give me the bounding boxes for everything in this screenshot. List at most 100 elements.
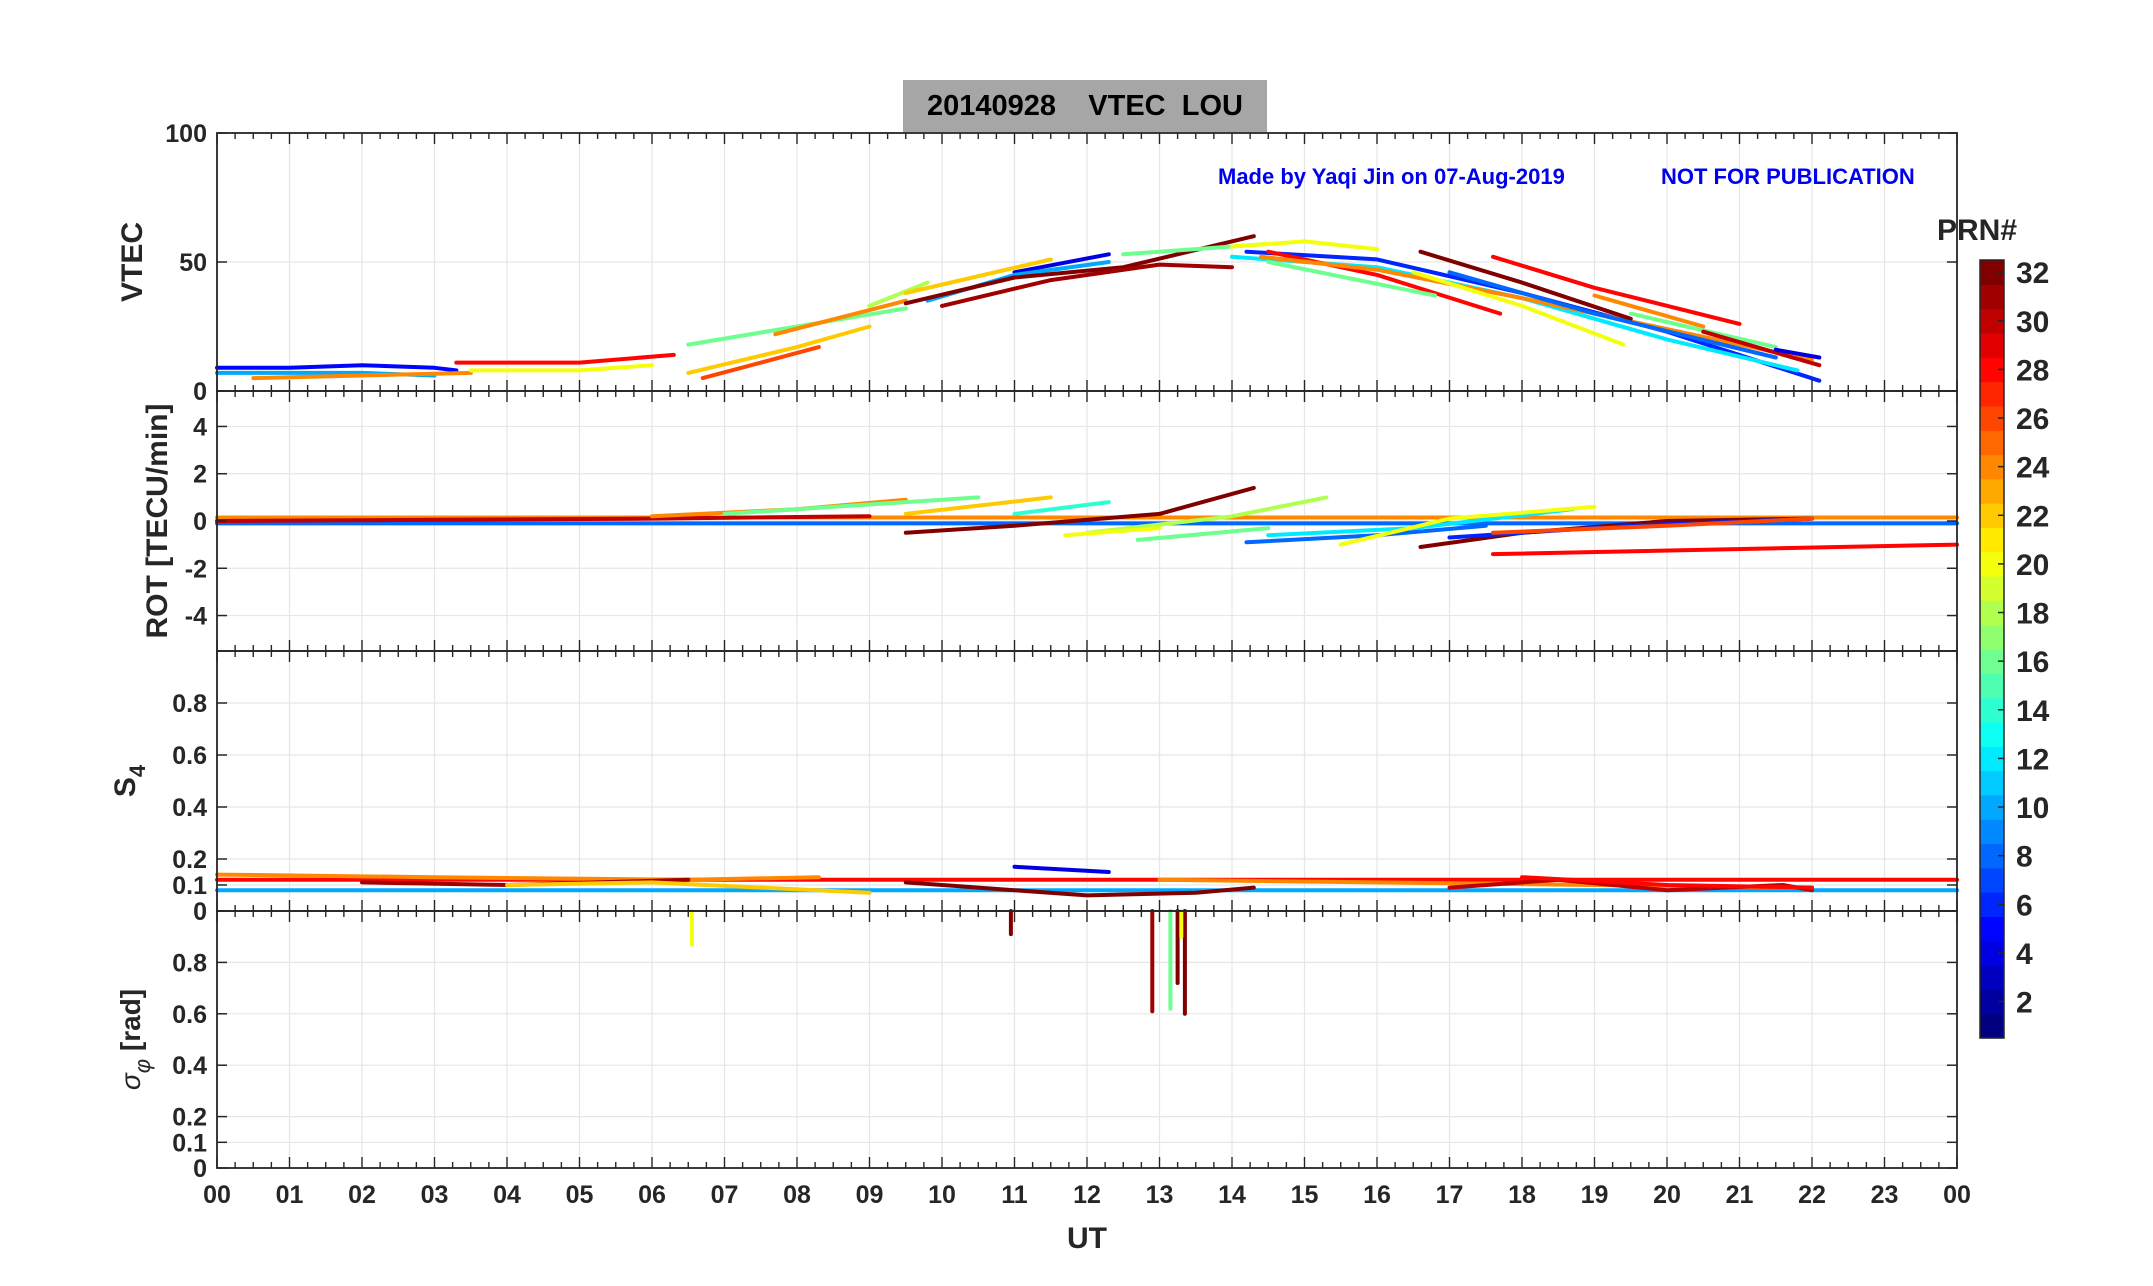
y-axis-label: σφ [rad] <box>115 989 155 1090</box>
colorbar-segment <box>1980 527 2004 553</box>
y-tick-label: 0 <box>193 1155 207 1183</box>
colorbar-segment <box>1980 721 2004 747</box>
series-line-prn-16 <box>686 306 908 347</box>
series-line-prn-22 <box>686 324 872 375</box>
y-tick-label: 0.6 <box>172 1001 207 1029</box>
x-tick-label: 16 <box>1363 1181 1391 1209</box>
colorbar-tick-label: 2 <box>2016 987 2033 1020</box>
colorbar-segment <box>1980 430 2004 456</box>
x-tick-label: 00 <box>203 1181 231 1209</box>
series-line-prn-24 <box>251 370 473 381</box>
x-tick-label: 15 <box>1291 1181 1319 1209</box>
colorbar-frame <box>1979 259 2005 1039</box>
y-tick-label: 0.4 <box>172 794 207 822</box>
y-tick-label: 4 <box>193 413 207 441</box>
x-tick-label: 07 <box>711 1181 739 1209</box>
x-tick-label: 01 <box>276 1181 304 1209</box>
series-line-prn-14 <box>1012 500 1111 516</box>
colorbar-tick-label: 6 <box>2016 889 2033 922</box>
colorbar-segment <box>1980 576 2004 601</box>
colorbar-segment <box>1980 381 2004 407</box>
colorbar-segment <box>1980 1013 2004 1039</box>
series-line-prn-26 <box>1491 516 1814 535</box>
y-tick-label: 0.1 <box>172 872 207 900</box>
colorbar-tick-label: 32 <box>2016 257 2049 290</box>
series-line-prn-5 <box>215 363 459 373</box>
series-line-prn-18 <box>867 280 930 308</box>
x-tick-label: 19 <box>1581 1181 1609 1209</box>
y-tick-label: 0 <box>193 378 207 406</box>
series-line-prn-26 <box>700 345 821 381</box>
y-tick-label: 0.2 <box>172 1104 207 1132</box>
y-tick-label: 0.8 <box>172 949 207 977</box>
series-line-prn-20 <box>468 363 654 373</box>
y-tick-label: 0 <box>193 898 207 926</box>
series-line-prn-4 <box>1012 252 1111 275</box>
colorbar-segment <box>1980 332 2004 358</box>
y-tick-label: 2 <box>193 461 207 489</box>
series-line-prn-28 <box>1266 249 1503 316</box>
colorbar-tick-label: 18 <box>2016 598 2049 631</box>
series-line-prn-28 <box>1491 254 1742 326</box>
series-line-prn-4 <box>1773 347 1822 360</box>
series-line-prn-28 <box>1491 542 1959 557</box>
colorbar-tick-label: 24 <box>2016 452 2050 485</box>
series-line-prn-22 <box>903 257 1053 295</box>
colorbar-segment <box>1980 673 2004 699</box>
x-tick-label: 00 <box>1943 1181 1971 1209</box>
series-line-prn-16 <box>1266 260 1437 298</box>
colorbar-label: PRN# <box>1937 214 2017 247</box>
y-axis-label: VTEC <box>116 222 149 302</box>
x-tick-label: 04 <box>493 1181 521 1209</box>
panel-frame <box>216 910 1958 1169</box>
y-tick-label: 0.6 <box>172 742 207 770</box>
x-tick-label: 20 <box>1653 1181 1681 1209</box>
colorbar-tick-label: 22 <box>2016 500 2049 533</box>
x-tick-label: 05 <box>566 1181 594 1209</box>
series-line-prn-32 <box>1418 249 1633 321</box>
x-tick-label: 09 <box>856 1181 884 1209</box>
series-line-prn-32 <box>903 485 1256 535</box>
series-line-prn-32 <box>903 880 1256 898</box>
x-tick-label: 21 <box>1726 1181 1754 1209</box>
y-tick-label: 100 <box>165 120 207 148</box>
x-tick-label: 22 <box>1798 1181 1826 1209</box>
series-line-prn-24 <box>1592 293 1706 329</box>
series-line-prn-28 <box>1520 875 1814 890</box>
colorbar-segment <box>1980 867 2004 893</box>
y-tick-label: 50 <box>179 249 207 277</box>
colorbar-segment <box>1980 916 2004 942</box>
x-tick-label: 17 <box>1436 1181 1464 1209</box>
series-line-prn-16 <box>1135 526 1271 542</box>
chart-title: 20140928 VTEC LOU <box>903 80 1267 132</box>
series-line-prn-24 <box>1259 254 1814 362</box>
colorbar-tick-label: 14 <box>2016 695 2050 728</box>
x-axis-label: UT <box>1067 1222 1107 1255</box>
series-line-prn-28 <box>454 352 676 365</box>
y-tick-label: 0.2 <box>172 846 207 874</box>
series-line-prn-32 <box>903 234 1256 306</box>
colorbar-tick-label: 10 <box>2016 792 2049 825</box>
x-tick-label: 02 <box>348 1181 376 1209</box>
series-line-prn-22 <box>505 880 872 895</box>
series-line-prn-8 <box>1447 270 1778 360</box>
series-line-prn-30 <box>215 514 872 523</box>
series-line-prn-12 <box>1230 254 1800 373</box>
series-line-prn-24 <box>215 872 821 882</box>
x-tick-label: 14 <box>1218 1181 1246 1209</box>
y-tick-label: -4 <box>185 603 207 631</box>
colorbar-segment <box>1980 284 2004 310</box>
x-tick-label: 03 <box>421 1181 449 1209</box>
colorbar-tick-label: 8 <box>2016 841 2033 874</box>
colorbar-tick-label: 30 <box>2016 306 2049 339</box>
series-line-prn-20 <box>1338 504 1597 547</box>
colorbar-tick-label: 12 <box>2016 743 2049 776</box>
y-tick-label: 0 <box>193 508 207 536</box>
x-tick-label: 12 <box>1073 1181 1101 1209</box>
colorbar-segment <box>1980 770 2004 796</box>
x-tick-label: 13 <box>1146 1181 1174 1209</box>
x-tick-label: 18 <box>1508 1181 1536 1209</box>
series-line-prn-24 <box>773 298 908 337</box>
